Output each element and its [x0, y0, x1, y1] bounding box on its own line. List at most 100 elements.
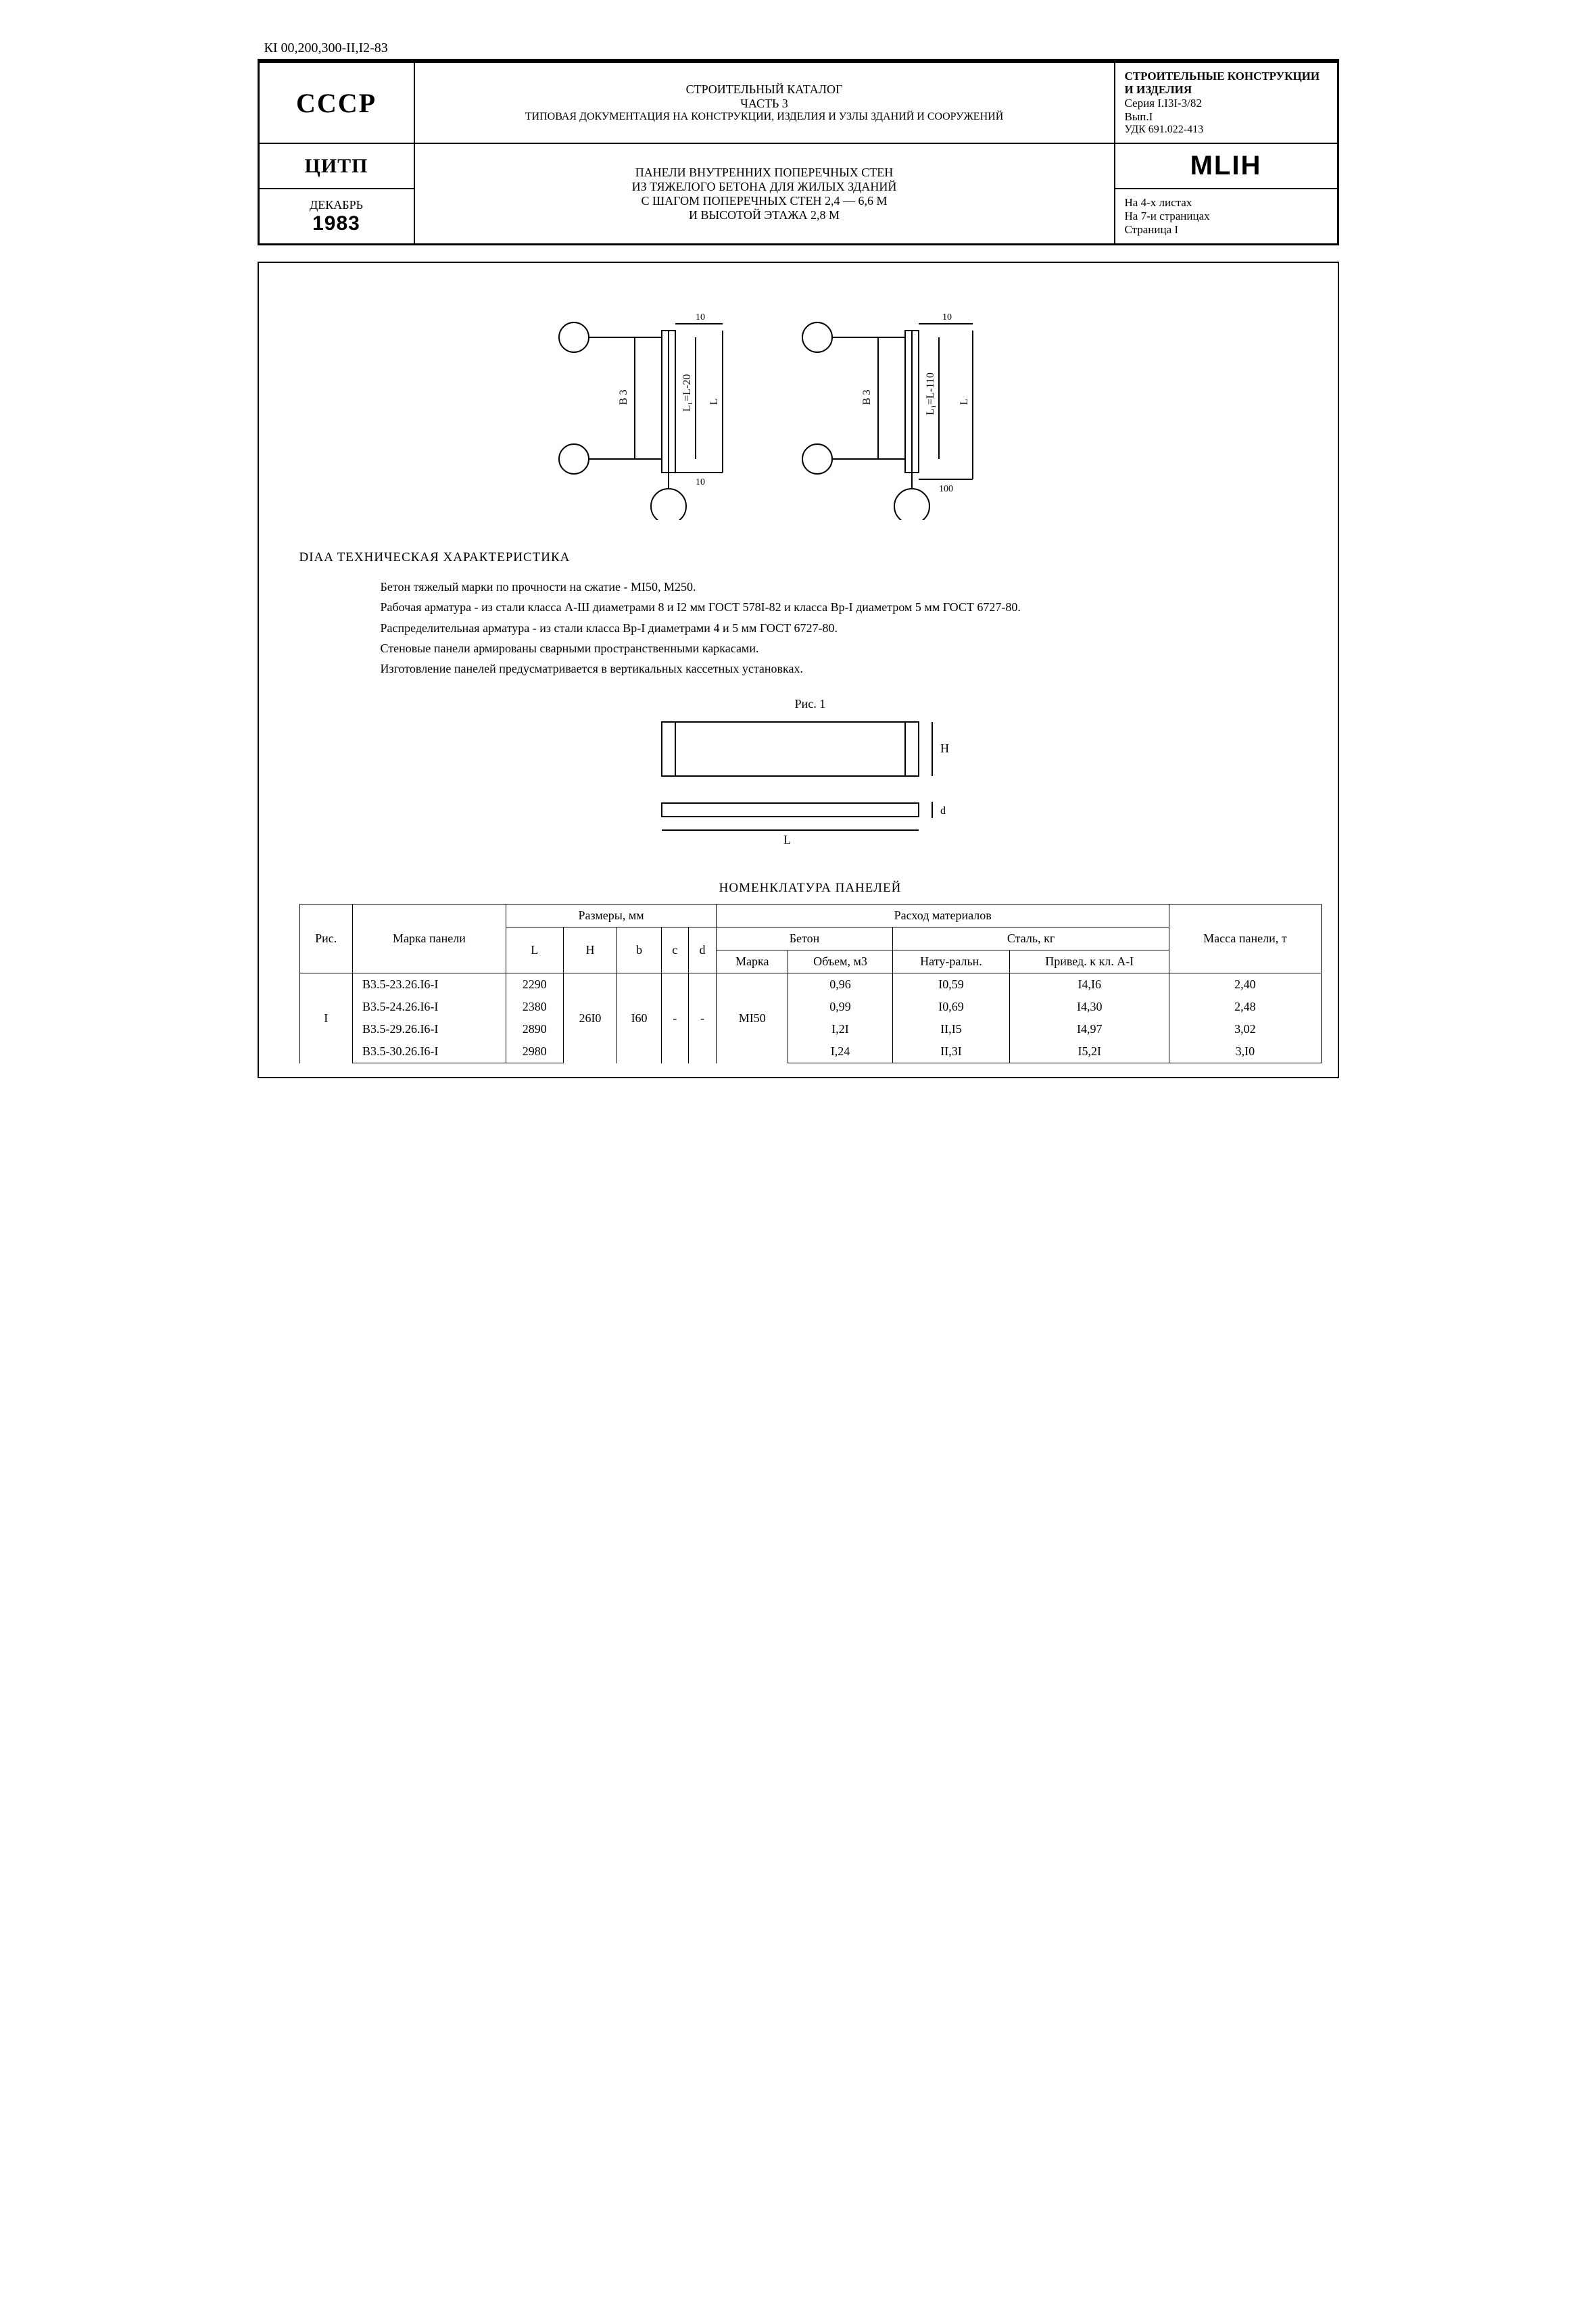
cell-pri: I4,97: [1010, 1018, 1169, 1040]
svg-text:В 3: В 3: [618, 389, 629, 405]
subject-l4: И ВЫСОТОЙ ЭТАЖА 2,8 М: [442, 208, 1087, 222]
tech-heading: DIAA ТЕХНИЧЕСКАЯ ХАРАКТЕРИСТИКА: [299, 550, 1322, 565]
cell-d: -: [688, 973, 717, 1063]
right-top-l1: СТРОИТЕЛЬНЫЕ КОНСТРУКЦИИ И ИЗДЕЛИЯ: [1125, 70, 1328, 97]
cell-mass: 3,02: [1169, 1018, 1321, 1040]
cell-nat: I0,59: [892, 973, 1009, 996]
subject-l1: ПАНЕЛИ ВНУТРЕННИХ ПОПЕРЕЧНЫХ СТЕН: [442, 166, 1087, 180]
body-frame: В 3 L₁=L-20 L 10 10 В 3 L₁=L-110 L 10: [258, 262, 1339, 1078]
svg-text:10: 10: [696, 477, 705, 487]
right-bot-l2: На 7-и страницах: [1125, 210, 1328, 223]
cell-L: 2380: [506, 996, 563, 1018]
table-row: IВ3.5-23.26.I6-I229026I0I60--МI500,96I0,…: [299, 973, 1321, 996]
th-rashod: Расход материалов: [717, 904, 1169, 927]
right-top-l3: Вып.I: [1125, 110, 1328, 124]
svg-text:В 3: В 3: [861, 389, 873, 405]
tech-text: Бетон тяжелый марки по прочности на сжат…: [299, 579, 1322, 677]
cell-L: 2290: [506, 973, 563, 996]
cell-H: 26I0: [563, 973, 617, 1063]
th-prived: Привед. к кл. А-I: [1010, 950, 1169, 973]
th-massa: Масса панели, т: [1169, 904, 1321, 973]
svg-text:L₁=L-20: L₁=L-20: [681, 375, 693, 412]
cell-marka-paneli: В3.5-30.26.I6-I: [352, 1040, 506, 1063]
cell-b: I60: [617, 973, 661, 1063]
nomenclature-table: Рис. Марка панели Размеры, мм Расход мат…: [299, 904, 1322, 1063]
cell-obem: 0,96: [788, 973, 893, 996]
cell-nat: II,3I: [892, 1040, 1009, 1063]
header-table: СССР СТРОИТЕЛЬНЫЙ КАТАЛОГ ЧАСТЬ 3 ТИПОВА…: [258, 61, 1339, 245]
th-marka: Марка: [717, 950, 788, 973]
cell-ris: I: [299, 973, 352, 1063]
th-c: c: [661, 927, 688, 973]
svg-text:d: d: [940, 805, 946, 817]
svg-text:10: 10: [942, 312, 952, 322]
cell-c: -: [661, 973, 688, 1063]
cell-pri: I4,30: [1010, 996, 1169, 1018]
country-label: СССР: [269, 87, 404, 119]
tech-p3: Распределительная арматура - из стали кл…: [381, 620, 1322, 636]
subject-l3: С ШАГОМ ПОПЕРЕЧНЫХ СТЕН 2,4 — 6,6 М: [442, 194, 1087, 208]
cell-pri: I5,2I: [1010, 1040, 1169, 1063]
th-b: b: [617, 927, 661, 973]
svg-text:L₁=L-110: L₁=L-110: [925, 372, 936, 415]
th-stal: Сталь, кг: [892, 927, 1169, 950]
figure-1-label: Рис. 1: [299, 697, 1322, 711]
catalog-line3: ТИПОВАЯ ДОКУМЕНТАЦИЯ НА КОНСТРУКЦИИ, ИЗД…: [425, 111, 1105, 123]
doc-code: КI 00,200,300-II,I2-83: [258, 41, 1339, 56]
cell-nat: II,I5: [892, 1018, 1009, 1040]
cell-obem: I,24: [788, 1040, 893, 1063]
th-obem: Объем, м3: [788, 950, 893, 973]
diagram-top: В 3 L₁=L-20 L 10 10 В 3 L₁=L-110 L 10: [299, 304, 1322, 523]
year-label: 1983: [269, 212, 404, 235]
right-top-l4: УДК 691.022-413: [1125, 124, 1328, 136]
table-row: В3.5-24.26.I6-I2380 0,99I0,69I4,302,48: [299, 996, 1321, 1018]
table-row: В3.5-30.26.I6-I2980 I,24II,3II5,2I3,I0: [299, 1040, 1321, 1063]
right-top-l2: Серия I.I3I-3/82: [1125, 97, 1328, 110]
catalog-line2: ЧАСТЬ 3: [425, 97, 1105, 111]
nomenclature-title: НОМЕНКЛАТУРА ПАНЕЛЕЙ: [299, 881, 1322, 896]
cell-pri: I4,I6: [1010, 973, 1169, 996]
th-ris: Рис.: [299, 904, 352, 973]
cell-marka-paneli: В3.5-29.26.I6-I: [352, 1018, 506, 1040]
cell-obem: 0,99: [788, 996, 893, 1018]
svg-text:L: L: [783, 833, 791, 846]
cell-obem: I,2I: [788, 1018, 893, 1040]
cell-L: 2980: [506, 1040, 563, 1063]
th-marka-paneli: Марка панели: [352, 904, 506, 973]
right-bot-l1: На 4-х листах: [1125, 196, 1328, 210]
th-d: d: [688, 927, 717, 973]
svg-text:10: 10: [696, 312, 705, 322]
th-beton: Бетон: [717, 927, 893, 950]
tech-p5: Изготовление панелей предусматривается в…: [381, 660, 1322, 677]
cell-mass: 2,40: [1169, 973, 1321, 996]
cell-L: 2890: [506, 1018, 563, 1040]
cell-marka-paneli: В3.5-23.26.I6-I: [352, 973, 506, 996]
figure-1-svg: H d L: [635, 715, 986, 850]
table-row: В3.5-29.26.I6-I2890 I,2III,I5I4,973,02: [299, 1018, 1321, 1040]
mlih-code: MLIH: [1125, 151, 1328, 181]
th-natur: Нату-ральн.: [892, 950, 1009, 973]
month-label: ДЕКАБРЬ: [269, 198, 404, 212]
svg-text:100: 100: [939, 484, 953, 494]
th-H: H: [563, 927, 617, 973]
svg-text:L: L: [708, 398, 720, 405]
th-L: L: [506, 927, 563, 973]
cell-marka: МI50: [717, 973, 788, 1063]
cell-mass: 2,48: [1169, 996, 1321, 1018]
tech-p1: Бетон тяжелый марки по прочности на сжат…: [381, 579, 1322, 595]
diagram-top-svg: В 3 L₁=L-20 L 10 10 В 3 L₁=L-110 L 10: [533, 304, 1088, 520]
figure-1: Рис. 1 H d L: [299, 697, 1322, 854]
svg-text:H: H: [940, 742, 949, 755]
org-label: ЦИТП: [269, 155, 404, 178]
page: КI 00,200,300-II,I2-83 СССР СТРОИТЕЛЬНЫЙ…: [258, 41, 1339, 1078]
cell-marka-paneli: В3.5-24.26.I6-I: [352, 996, 506, 1018]
subject-l2: ИЗ ТЯЖЕЛОГО БЕТОНА ДЛЯ ЖИЛЫХ ЗДАНИЙ: [442, 180, 1087, 194]
svg-text:L: L: [959, 398, 970, 405]
cell-mass: 3,I0: [1169, 1040, 1321, 1063]
tech-p4: Стеновые панели армированы сварными прос…: [381, 640, 1322, 656]
th-razmery: Размеры, мм: [506, 904, 716, 927]
tech-p2: Рабочая арматура - из стали класса А-Ш д…: [381, 599, 1322, 615]
catalog-line1: СТРОИТЕЛЬНЫЙ КАТАЛОГ: [425, 82, 1105, 97]
cell-nat: I0,69: [892, 996, 1009, 1018]
right-bot-l3: Страница I: [1125, 223, 1328, 237]
